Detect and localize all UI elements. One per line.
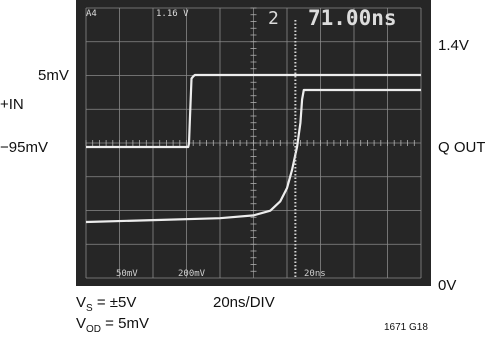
graticule-grid: [85, 7, 422, 279]
label-signal-right: Q OUT: [438, 139, 485, 156]
vs-main: V: [76, 294, 87, 311]
label-high-left: 5mV: [38, 67, 69, 84]
trace-input: [86, 73, 421, 149]
readout-ch2-scale: 200mV: [178, 269, 206, 279]
x-axis-label: 20ns/DIV: [213, 294, 275, 311]
vod-subscript: OD: [86, 324, 102, 335]
trace-q-out: [85, 88, 421, 224]
figure-code: 1671 G18: [384, 322, 428, 333]
label-high-right: 1.4V: [438, 37, 469, 54]
label-low-right: 0V: [438, 277, 457, 294]
vs-subscript: S: [86, 303, 93, 314]
scope-readout-top: A4 1.16 V 2 71.00ns: [86, 6, 397, 30]
vs-condition: VS = ±5V: [76, 295, 136, 314]
vs-value: = ±5V: [92, 294, 137, 311]
readout-timebase: 20ns: [304, 269, 326, 279]
vod-main: V: [76, 315, 87, 332]
vod-value: = 5mV: [101, 315, 149, 332]
readout-top-left: A4: [86, 9, 97, 19]
readout-time: 71.00ns: [308, 6, 397, 30]
vod-condition: VOD = 5mV: [76, 316, 149, 335]
readout-channel: 2: [268, 8, 279, 29]
readout-top-mid: 1.16 V: [156, 9, 189, 19]
readout-ch1-scale: 50mV: [116, 269, 138, 279]
traces: [85, 20, 421, 278]
label-signal-left: +IN: [0, 96, 24, 113]
scope-readout-bottom: 50mV 200mV 20ns: [116, 269, 326, 279]
oscilloscope-screen: A4 1.16 V 2 71.00ns 50mV 200mV 20ns: [76, 0, 431, 286]
label-low-left: −95mV: [0, 139, 48, 156]
